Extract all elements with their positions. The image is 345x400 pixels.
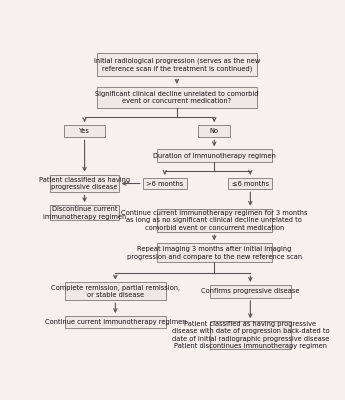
FancyBboxPatch shape bbox=[64, 125, 105, 137]
FancyBboxPatch shape bbox=[157, 243, 272, 262]
Text: Complete remission, partial remission,
or stable disease: Complete remission, partial remission, o… bbox=[51, 284, 180, 298]
FancyBboxPatch shape bbox=[97, 87, 257, 108]
Text: Confirms progressive disease: Confirms progressive disease bbox=[201, 288, 299, 294]
FancyBboxPatch shape bbox=[157, 209, 272, 232]
Text: Continue current immunotherapy regimen: Continue current immunotherapy regimen bbox=[45, 319, 186, 325]
Text: >6 months: >6 months bbox=[146, 180, 184, 186]
FancyBboxPatch shape bbox=[228, 178, 273, 189]
Text: Yes: Yes bbox=[79, 128, 90, 134]
FancyBboxPatch shape bbox=[65, 316, 166, 328]
FancyBboxPatch shape bbox=[157, 149, 272, 162]
FancyBboxPatch shape bbox=[143, 178, 187, 189]
Text: Discontinue current
immunotherapy regimen: Discontinue current immunotherapy regime… bbox=[43, 206, 126, 220]
FancyBboxPatch shape bbox=[209, 321, 291, 349]
Text: Continue current immunotherapy regimen for 3 months
as long as no significant cl: Continue current immunotherapy regimen f… bbox=[121, 210, 307, 231]
Text: Repeat imaging 3 months after initial imaging
progression and compare to the new: Repeat imaging 3 months after initial im… bbox=[127, 246, 302, 260]
Text: Duration of immunotherapy regimen: Duration of immunotherapy regimen bbox=[153, 153, 276, 159]
FancyBboxPatch shape bbox=[50, 205, 119, 220]
Text: ≤6 months: ≤6 months bbox=[232, 180, 269, 186]
Text: No: No bbox=[210, 128, 219, 134]
FancyBboxPatch shape bbox=[50, 174, 119, 192]
FancyBboxPatch shape bbox=[198, 125, 230, 137]
Text: Patient classified as having progressive
disease with date of progression back-d: Patient classified as having progressive… bbox=[171, 321, 329, 349]
Text: Initial radiological progression (serves as the new
reference scan if the treatm: Initial radiological progression (serves… bbox=[94, 58, 260, 72]
Text: Significant clinical decline unrelated to comorbid
event or concurrent medicatio: Significant clinical decline unrelated t… bbox=[95, 90, 258, 104]
FancyBboxPatch shape bbox=[97, 53, 257, 76]
FancyBboxPatch shape bbox=[65, 282, 166, 300]
Text: Patient classified as having
progressive disease: Patient classified as having progressive… bbox=[39, 177, 130, 190]
FancyBboxPatch shape bbox=[209, 285, 291, 298]
